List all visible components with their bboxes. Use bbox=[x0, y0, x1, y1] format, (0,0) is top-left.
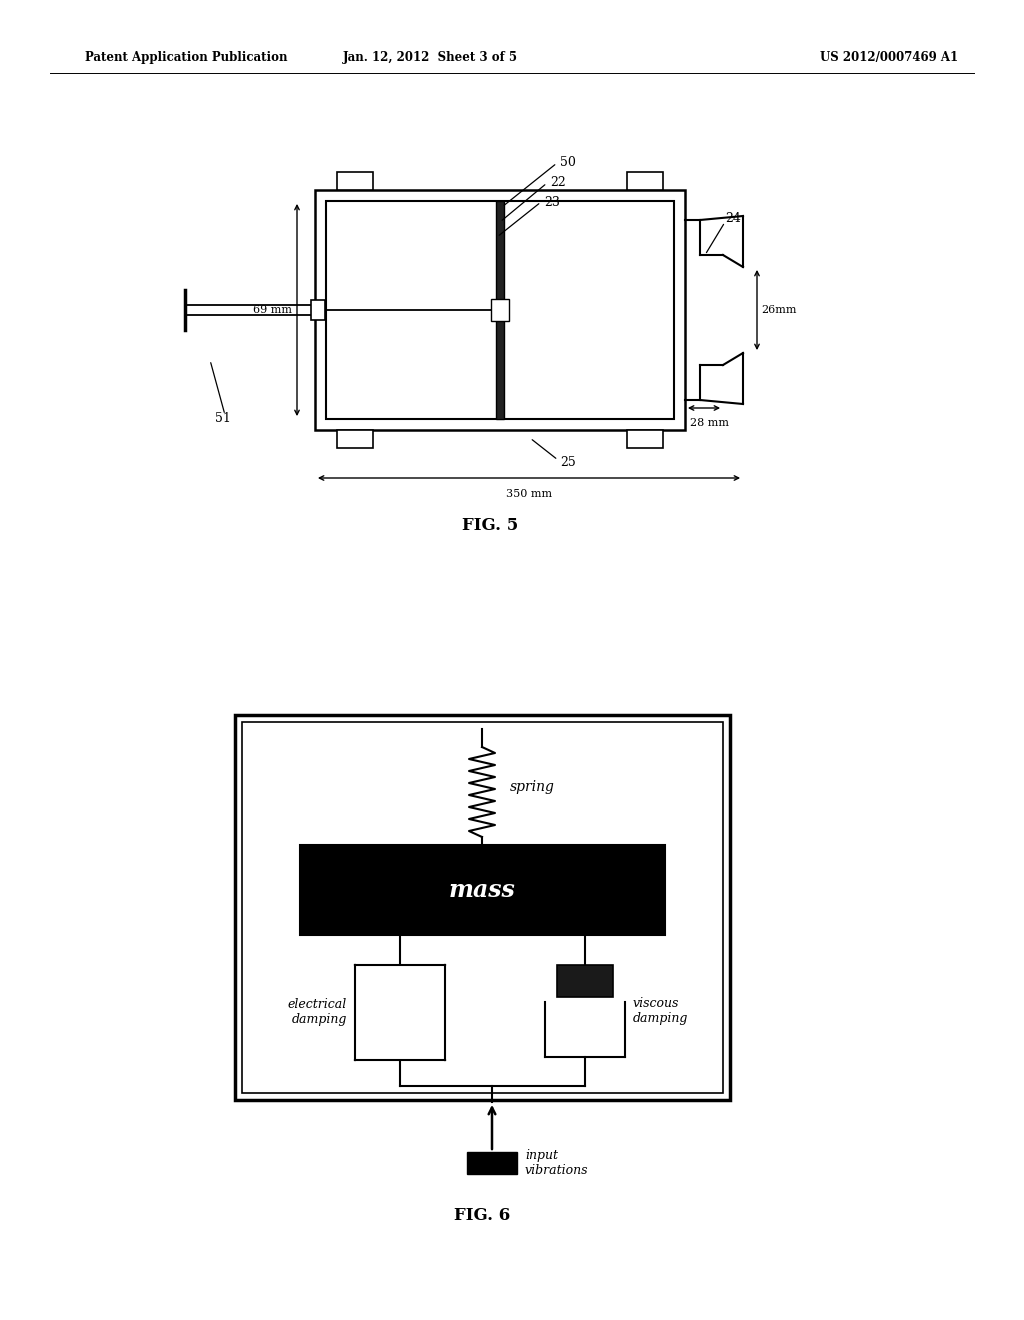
Text: Jan. 12, 2012  Sheet 3 of 5: Jan. 12, 2012 Sheet 3 of 5 bbox=[342, 51, 517, 65]
Bar bbox=[490, 300, 509, 321]
Bar bbox=[557, 965, 613, 997]
Text: 50: 50 bbox=[560, 157, 575, 169]
Text: 22: 22 bbox=[550, 177, 565, 190]
Bar bbox=[300, 845, 665, 935]
Text: Patent Application Publication: Patent Application Publication bbox=[85, 51, 288, 65]
Bar bbox=[627, 430, 663, 447]
Text: 23: 23 bbox=[544, 195, 560, 209]
Text: mass: mass bbox=[449, 878, 515, 902]
Bar bbox=[242, 722, 723, 1093]
Text: US 2012/0007469 A1: US 2012/0007469 A1 bbox=[820, 51, 958, 65]
Text: FIG. 6: FIG. 6 bbox=[454, 1206, 510, 1224]
Bar bbox=[496, 201, 504, 418]
Text: 69 mm: 69 mm bbox=[253, 305, 292, 315]
Text: electrical
damping: electrical damping bbox=[288, 998, 347, 1026]
Bar bbox=[311, 300, 325, 319]
Bar bbox=[627, 172, 663, 190]
Bar bbox=[467, 1152, 517, 1173]
Bar bbox=[315, 190, 685, 430]
Text: spring: spring bbox=[510, 780, 555, 795]
Text: 26mm: 26mm bbox=[761, 305, 797, 315]
Text: 25: 25 bbox=[560, 457, 575, 470]
Text: 350 mm: 350 mm bbox=[506, 488, 552, 499]
Text: 24: 24 bbox=[725, 211, 741, 224]
Text: viscous
damping: viscous damping bbox=[633, 997, 688, 1026]
Bar bbox=[355, 965, 445, 1060]
Bar bbox=[326, 201, 674, 418]
Bar bbox=[234, 715, 730, 1100]
Text: 28 mm: 28 mm bbox=[690, 418, 729, 428]
Bar bbox=[337, 430, 373, 447]
Text: FIG. 5: FIG. 5 bbox=[462, 516, 518, 533]
Text: input
vibrations: input vibrations bbox=[525, 1148, 589, 1177]
Bar bbox=[337, 172, 373, 190]
Text: 51: 51 bbox=[215, 412, 230, 425]
